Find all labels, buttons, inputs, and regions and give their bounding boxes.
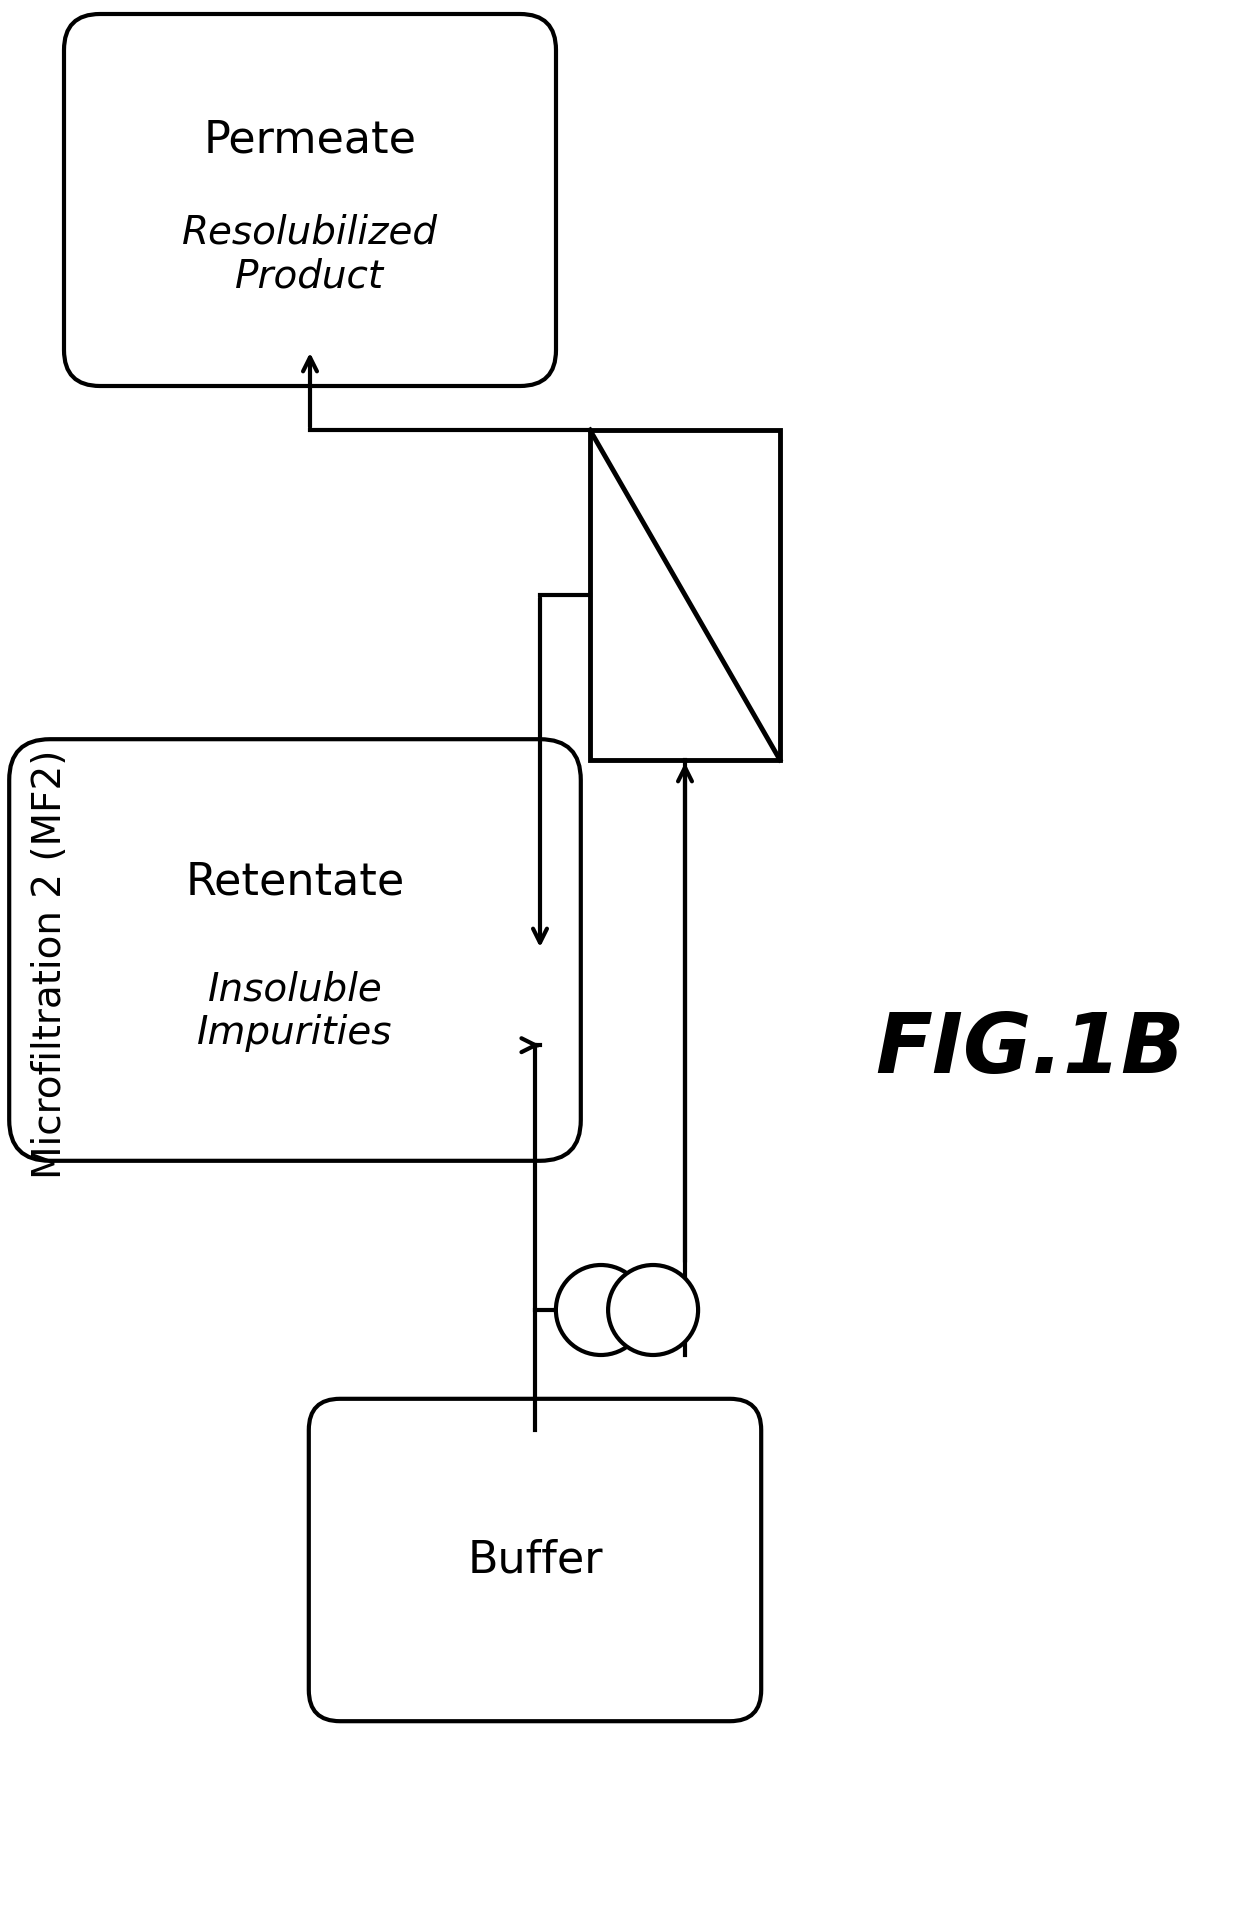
Text: Buffer: Buffer xyxy=(467,1539,603,1582)
Text: FIG.1B: FIG.1B xyxy=(875,1009,1184,1090)
Circle shape xyxy=(556,1265,646,1354)
Text: Microfiltration 2 (MF2): Microfiltration 2 (MF2) xyxy=(31,750,69,1179)
Text: Insoluble
Impurities: Insoluble Impurities xyxy=(197,970,393,1051)
Text: Resolubilized
Product: Resolubilized Product xyxy=(182,212,438,295)
Circle shape xyxy=(608,1265,698,1354)
Bar xyxy=(590,430,780,760)
FancyBboxPatch shape xyxy=(9,739,580,1161)
Text: Permeate: Permeate xyxy=(203,118,417,162)
FancyBboxPatch shape xyxy=(64,14,556,386)
Text: Retentate: Retentate xyxy=(185,860,404,903)
FancyBboxPatch shape xyxy=(309,1399,761,1721)
